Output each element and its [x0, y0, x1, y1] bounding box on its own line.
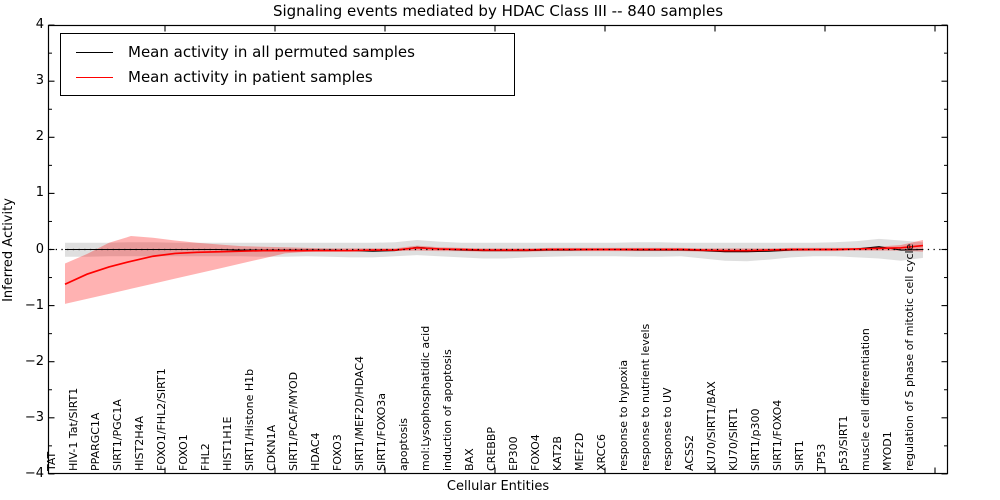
- x-category-label: KAT2B: [551, 436, 564, 471]
- x-category-label: CDKN1A: [265, 424, 278, 471]
- x-category-label: induction of apoptosis: [441, 349, 454, 471]
- x-axis-label: Cellular Entities: [446, 479, 550, 494]
- x-category-label: KU70/SIRT1: [727, 407, 740, 471]
- x-category-label: SIRT1: [793, 440, 806, 471]
- chart-title: Signaling events mediated by HDAC Class …: [272, 2, 724, 20]
- x-category-label: HIST2H4A: [133, 415, 146, 471]
- x-category-label: SIRT1/MEF2D/HDAC4: [353, 356, 366, 471]
- x-category-label: KU70/SIRT1/BAX: [705, 381, 718, 471]
- legend-entry-patient: Mean activity in patient samples: [61, 68, 514, 86]
- x-category-label: MEF2D: [573, 432, 586, 471]
- y-tick-label: 3: [35, 73, 44, 89]
- x-category-label: SIRT1/FOXO4: [771, 399, 784, 471]
- legend: Mean activity in all permuted samples Me…: [60, 33, 515, 96]
- legend-label: Mean activity in patient samples: [128, 68, 373, 86]
- y-tick-label: −1: [24, 297, 44, 313]
- x-category-label: ACSS2: [683, 435, 696, 471]
- x-category-label: FOXO4: [529, 434, 542, 471]
- x-category-label: FOXO1/FHL2/SIRT1: [155, 368, 168, 471]
- x-category-label: SIRT1/p300: [749, 408, 762, 471]
- x-category-label: HDAC4: [309, 432, 322, 471]
- x-category-label: FOXO1: [177, 434, 190, 471]
- patient-samples-range-band: [65, 236, 923, 304]
- x-category-label: response to hypoxia: [617, 359, 630, 471]
- y-tick-label: −4: [24, 465, 44, 481]
- y-tick-label: 2: [35, 129, 44, 145]
- x-category-label: p53/SIRT1: [837, 415, 850, 471]
- legend-line-sample-black: [76, 51, 113, 53]
- legend-label: Mean activity in all permuted samples: [128, 43, 415, 61]
- x-category-label: SIRT1/PCAF/MYOD: [287, 371, 300, 471]
- legend-line-sample-red: [76, 76, 113, 78]
- x-category-label: regulation of S phase of mitotic cell cy…: [903, 243, 916, 471]
- y-tick-label: 1: [35, 185, 44, 201]
- x-category-label: apoptosis: [397, 418, 410, 471]
- x-category-label: muscle cell differentiation: [859, 328, 872, 471]
- x-category-label: CREBBP: [485, 427, 498, 471]
- x-category-label: SIRT1/FOXO3a: [375, 392, 388, 471]
- x-category-label: TAT: [45, 451, 58, 471]
- x-category-label: response to UV: [661, 387, 674, 471]
- y-tick-label: −2: [24, 353, 44, 369]
- x-category-label: TP53: [815, 443, 828, 471]
- x-category-label: HIV-1 Tat/SIRT1: [67, 387, 80, 471]
- y-tick-label: −3: [24, 409, 44, 425]
- x-category-label: HIST1H1E: [221, 416, 234, 471]
- x-category-label: SIRT1/Histone H1b: [243, 368, 256, 471]
- x-category-label: mol:Lysophosphatidic acid: [419, 325, 432, 471]
- x-category-label: FOXO3: [331, 434, 344, 471]
- x-category-label: BAX: [463, 448, 476, 471]
- x-category-label: XRCC6: [595, 434, 608, 471]
- x-category-label: FHL2: [199, 443, 212, 471]
- legend-entry-permuted: Mean activity in all permuted samples: [61, 43, 514, 61]
- x-category-label: MYOD1: [881, 431, 894, 471]
- x-category-label: response to nutrient levels: [639, 323, 652, 471]
- x-category-label: PPARGC1A: [89, 412, 102, 471]
- y-tick-label: 4: [35, 17, 44, 33]
- x-category-label: EP300: [507, 436, 520, 471]
- x-category-label: SIRT1/PGC1A: [111, 399, 124, 471]
- y-tick-label: 0: [35, 241, 44, 257]
